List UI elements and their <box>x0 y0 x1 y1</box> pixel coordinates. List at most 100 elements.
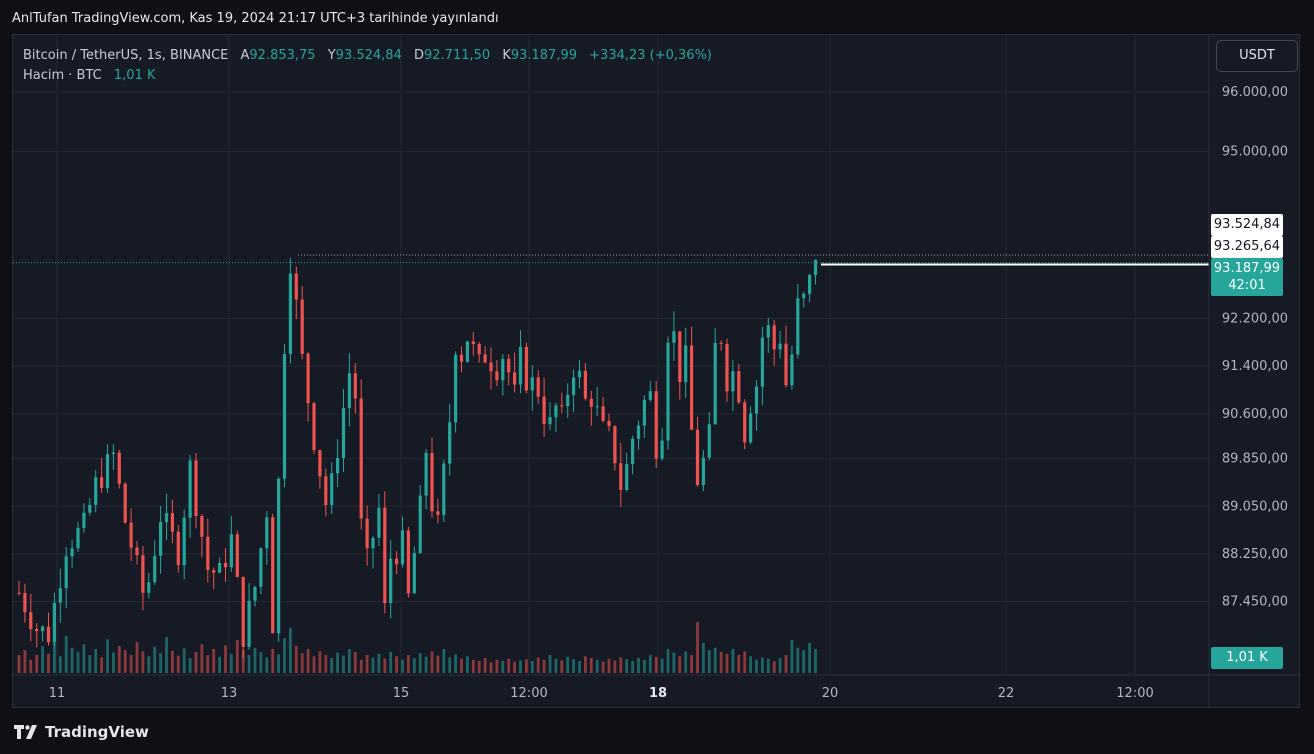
x-tick-label: 20 <box>822 686 839 701</box>
candle <box>778 330 782 359</box>
candle <box>223 548 228 582</box>
candle <box>400 516 405 568</box>
volume-bar <box>619 657 623 673</box>
time-axis[interactable]: 11 13 15 12:00 18 20 22 12:00 <box>49 686 1154 701</box>
candle <box>772 320 776 366</box>
volume-bar <box>277 654 280 673</box>
candle <box>212 567 216 590</box>
candle <box>672 311 676 361</box>
volume-bar <box>176 655 180 673</box>
chart-legend: Bitcoin / TetherUS, 1s, BINANCE A92.853,… <box>23 46 712 86</box>
candle <box>802 291 806 308</box>
volume-bar <box>802 650 806 673</box>
volume-bar <box>47 653 50 673</box>
volume-bar <box>442 649 446 673</box>
volume-bar <box>123 650 127 673</box>
volume-bar <box>766 658 770 673</box>
candle <box>530 365 534 411</box>
volume-bar <box>53 643 56 673</box>
volume-bar <box>460 658 463 673</box>
chart-frame[interactable]: 96.000,00 95.000,00 92.200,00 91.400,00 90.6… <box>12 34 1300 708</box>
symbol-title[interactable]: Bitcoin / TetherUS, 1s, BINANCE <box>23 48 229 63</box>
volume-bar <box>814 649 817 673</box>
candle <box>743 399 747 450</box>
volume-bar <box>29 659 33 673</box>
candle <box>312 401 316 455</box>
candle <box>253 585 257 607</box>
volume-bar <box>58 656 62 673</box>
candle <box>465 340 469 363</box>
volume-bar <box>430 651 434 673</box>
volume-bar <box>519 660 522 673</box>
currency-button[interactable]: USDT <box>1216 40 1298 72</box>
volume-bar <box>560 660 564 673</box>
volume-bar <box>23 650 27 673</box>
candle <box>412 546 416 594</box>
candle <box>164 493 169 540</box>
volume-bar <box>483 658 487 673</box>
volume-bar <box>690 655 693 673</box>
candle <box>690 326 694 431</box>
y-tick-label: 92.200,00 <box>1222 312 1288 327</box>
price-axis[interactable]: 96.000,00 95.000,00 92.200,00 91.400,00 90.6… <box>1222 85 1288 610</box>
volume-bar <box>761 657 764 673</box>
candle <box>436 498 440 524</box>
volume-bar <box>64 635 68 673</box>
volume-bar <box>383 658 387 673</box>
candle <box>471 331 475 356</box>
volume-bar <box>165 637 168 673</box>
volume-bar <box>436 655 440 673</box>
candle <box>784 325 788 388</box>
volume-bar <box>536 657 540 673</box>
tradingview-brand[interactable]: TradingView <box>13 722 149 742</box>
candle <box>347 353 351 427</box>
volume-bar <box>377 653 381 673</box>
candle <box>601 397 605 423</box>
candle <box>271 513 275 634</box>
volume-bar <box>224 645 227 673</box>
candle <box>17 580 21 596</box>
volume-bar <box>336 652 339 673</box>
y-tick-label: 89.850,00 <box>1222 452 1288 467</box>
candle <box>129 508 133 562</box>
x-tick-label: 18 <box>649 686 667 701</box>
candle <box>654 381 658 469</box>
candle <box>430 437 434 518</box>
candle <box>29 593 33 642</box>
volume-bar <box>684 651 688 673</box>
volume-bar <box>171 650 174 673</box>
volume-bar <box>324 655 328 673</box>
volume-bar <box>477 661 481 673</box>
candle <box>542 377 546 437</box>
volume-bar <box>713 647 717 673</box>
volume-bar <box>112 652 115 673</box>
candle <box>760 326 764 406</box>
candle <box>100 457 104 493</box>
volume-bar <box>94 649 98 673</box>
volume-label[interactable]: Hacim · BTC <box>23 68 102 83</box>
last-price-tag: 93.187,99 42:01 <box>1211 258 1283 296</box>
price-markers: 93.524,84 93.265,64 93.187,99 42:01 1,01 K <box>1211 214 1283 669</box>
volume-bar <box>283 638 286 673</box>
candle <box>554 402 558 432</box>
volume-bar <box>153 646 157 673</box>
candle <box>123 481 127 524</box>
high-price-tag: 93.524,84 <box>1211 214 1283 236</box>
candle <box>796 283 800 359</box>
candle <box>141 546 145 611</box>
volume-bar <box>513 661 516 673</box>
open-value: 92.853,75 <box>249 48 316 63</box>
price-chart[interactable]: 96.000,00 95.000,00 92.200,00 91.400,00 90.6… <box>13 35 1299 707</box>
candle <box>483 346 487 364</box>
candle <box>259 546 263 595</box>
candle <box>395 550 399 575</box>
volume-bar <box>772 661 776 673</box>
candle <box>454 351 458 433</box>
candle <box>560 392 564 414</box>
candle <box>548 402 552 430</box>
candle <box>153 540 157 585</box>
high-value: 93.524,84 <box>335 48 402 63</box>
candle <box>754 380 759 431</box>
x-tick-label: 12:00 <box>1116 686 1153 701</box>
candle <box>64 547 68 609</box>
